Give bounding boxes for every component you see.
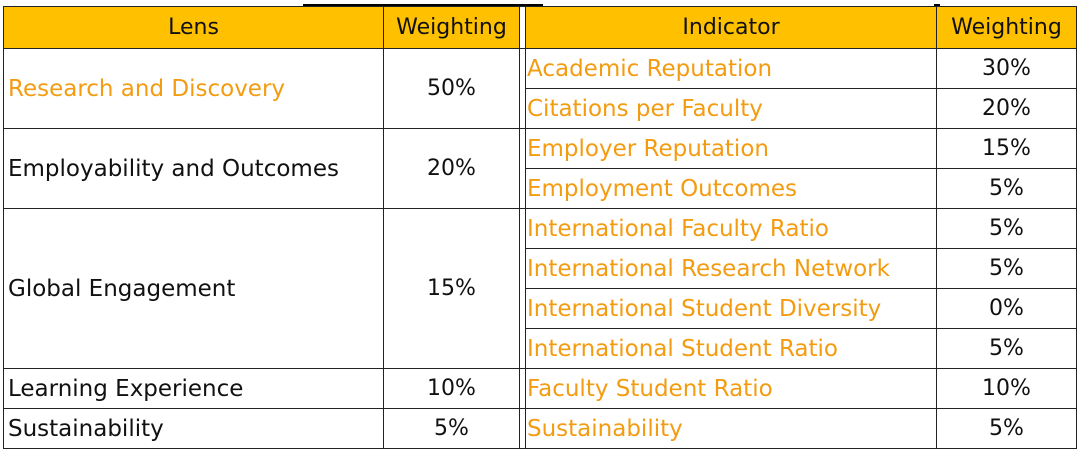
- indicator-weighting-header: Weighting: [936, 6, 1077, 49]
- indicator-weighting: 5%: [936, 168, 1077, 209]
- table-row: Employment Outcomes 5%: [4, 168, 1077, 209]
- lens-header: Lens: [3, 6, 384, 49]
- indicator-weighting: 30%: [936, 48, 1077, 89]
- lens-name: Sustainability: [3, 408, 384, 449]
- table-row: Research and Discovery 50% Academic Repu…: [3, 48, 1077, 129]
- indicator-name: Faculty Student Ratio: [525, 368, 937, 409]
- indicator-name: Employer Reputation: [525, 128, 937, 169]
- indicator-weighting: 15%: [936, 128, 1077, 169]
- table-body: Research and Discovery 50% Academic Repu…: [3, 48, 1077, 449]
- indicator-weighting: 5%: [936, 208, 1077, 249]
- indicator-name: Academic Reputation: [525, 48, 937, 89]
- table-row: Learning Experience 10% Faculty Student …: [3, 368, 1077, 409]
- lens-weighting-header: Weighting: [383, 6, 520, 49]
- indicator-weighting: 5%: [936, 408, 1077, 449]
- indicator-name: International Student Diversity: [525, 288, 937, 329]
- indicator-name: International Research Network: [525, 248, 937, 289]
- table-header-row: Lens Weighting Indicator Weighting: [3, 6, 1077, 49]
- lens-weighting: 50%: [383, 48, 520, 129]
- ranking-weightings-table: Lens Weighting Indicator Weighting Resea…: [3, 6, 1077, 449]
- table-row: Employability and Outcomes 20% Employer …: [3, 128, 1077, 209]
- indicator-name: International Faculty Ratio: [525, 208, 937, 249]
- lens-weighting: 10%: [383, 368, 520, 409]
- header-top-rule: [303, 4, 543, 6]
- lens-weighting: 15%: [383, 208, 520, 369]
- table-row: International Student Diversity 0%: [4, 288, 1077, 329]
- indicator-weighting: 0%: [936, 288, 1077, 329]
- indicator-name: International Student Ratio: [525, 328, 937, 369]
- indicator-name: Employment Outcomes: [525, 168, 937, 209]
- header-top-rule-right: [934, 4, 940, 6]
- lens-weighting: 20%: [383, 128, 520, 209]
- indicator-weighting: 5%: [936, 328, 1077, 369]
- lens-name: Employability and Outcomes: [3, 128, 384, 209]
- indicator-name: Citations per Faculty: [525, 88, 937, 129]
- table-row: Citations per Faculty 20%: [4, 88, 1077, 129]
- indicator-weighting: 20%: [936, 88, 1077, 129]
- indicator-weighting: 5%: [936, 248, 1077, 289]
- lens-name: Learning Experience: [3, 368, 384, 409]
- lens-name: Global Engagement: [3, 208, 384, 369]
- indicator-name: Sustainability: [525, 408, 937, 449]
- lens-name: Research and Discovery: [3, 48, 384, 129]
- lens-weighting: 5%: [383, 408, 520, 449]
- indicator-weighting: 10%: [936, 368, 1077, 409]
- indicator-header: Indicator: [525, 6, 937, 49]
- table-row: Global Engagement 15% International Facu…: [3, 208, 1077, 369]
- table-row: Sustainability 5% Sustainability 5%: [3, 408, 1077, 449]
